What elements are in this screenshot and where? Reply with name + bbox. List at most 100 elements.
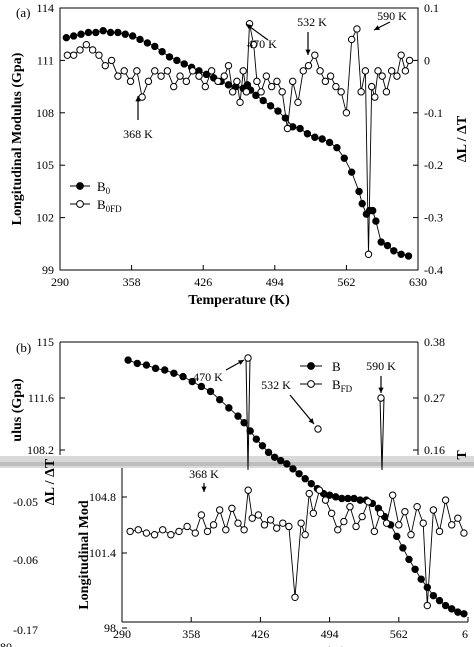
data-point-b0 bbox=[318, 135, 326, 143]
data-point-b0 bbox=[202, 70, 211, 79]
legend-label: B0FD bbox=[97, 197, 122, 214]
data-point-b0 bbox=[151, 42, 159, 51]
data-point-bfd bbox=[297, 519, 305, 527]
data-point-b0fd bbox=[120, 67, 128, 75]
y-tick-label: 99 bbox=[42, 263, 54, 277]
data-point-b0 bbox=[165, 53, 174, 61]
data-point-b0fd bbox=[144, 77, 153, 86]
data-point-b0fd bbox=[311, 51, 319, 59]
data-point-b0fd bbox=[401, 67, 410, 75]
data-point-b0fd bbox=[267, 82, 276, 91]
spike-590 bbox=[379, 397, 385, 471]
x-axis-label: Temperature (K) bbox=[244, 645, 346, 647]
annotation-label: 470 K bbox=[193, 370, 223, 384]
data-point-b0 bbox=[333, 144, 341, 152]
data-point-b bbox=[277, 456, 285, 465]
data-point-b0 bbox=[390, 247, 398, 255]
data-point-b0 bbox=[114, 28, 122, 37]
data-point-b0 bbox=[224, 81, 233, 89]
legend-marker bbox=[76, 182, 84, 190]
data-point-b bbox=[252, 435, 261, 443]
data-point-b0fd bbox=[347, 35, 356, 44]
data-point-b0fd bbox=[304, 61, 313, 70]
annotation-label: 590 K bbox=[366, 359, 396, 373]
data-point-b0fd bbox=[299, 67, 307, 75]
data-point-b0fd bbox=[387, 67, 396, 75]
data-point-b0fd bbox=[273, 77, 281, 86]
y2-tick-label: -0.1 bbox=[424, 106, 443, 120]
data-point-b0fd bbox=[253, 77, 261, 86]
y-tick-label: 108.2 bbox=[27, 443, 54, 457]
data-point-b0 bbox=[404, 252, 413, 260]
data-point-b0fd bbox=[224, 61, 233, 70]
data-point-bfd bbox=[228, 504, 236, 513]
data-point-bfd bbox=[215, 506, 224, 514]
data-point-bfd bbox=[305, 489, 313, 498]
x-tick-label: 358 bbox=[123, 275, 141, 289]
data-point-b0 bbox=[347, 168, 356, 176]
data-point-b0fd bbox=[151, 67, 159, 75]
annotation-label: 470 K bbox=[247, 37, 277, 51]
data-point-bfd bbox=[248, 514, 256, 522]
data-point-b0 bbox=[274, 107, 282, 115]
data-point-b0fd bbox=[242, 88, 251, 96]
y-tick-label: 98 bbox=[104, 621, 116, 635]
y-axis-label: Longitudinal Modulus (Gpa) bbox=[10, 52, 25, 225]
y2-tick-label: 0.1 bbox=[424, 1, 439, 15]
data-point-b0fd bbox=[357, 88, 365, 96]
data-point-bfd bbox=[150, 531, 159, 539]
data-point-b0 bbox=[325, 138, 334, 147]
data-point-b0fd bbox=[95, 51, 103, 59]
data-point-b bbox=[441, 601, 450, 610]
data-point-bfd bbox=[407, 531, 415, 539]
data-point-b0fd bbox=[207, 67, 216, 75]
x-tick-label: 290 bbox=[113, 627, 131, 641]
data-point-b0 bbox=[383, 241, 392, 250]
data-point-bfd bbox=[321, 496, 330, 504]
data-point-bfd bbox=[203, 527, 212, 536]
y-tick-label: 101.4 bbox=[89, 546, 116, 560]
data-point-bfd bbox=[222, 526, 230, 534]
data-point-b0 bbox=[136, 35, 144, 44]
data-point-b0fd bbox=[294, 98, 302, 107]
data-point-b0fd bbox=[170, 82, 178, 91]
data-point-b0fd bbox=[188, 67, 197, 75]
data-point-b bbox=[393, 532, 401, 541]
data-point-b bbox=[399, 544, 407, 552]
data-point-b0 bbox=[84, 28, 93, 37]
y-tick-label: 115 bbox=[36, 335, 54, 349]
x-tick-label: 6 bbox=[462, 627, 468, 641]
data-point-bfd bbox=[126, 527, 134, 536]
data-point-bfd bbox=[382, 519, 391, 527]
data-point-b bbox=[206, 387, 215, 396]
annotation-label: 368 K bbox=[123, 127, 153, 141]
data-point-b bbox=[161, 366, 169, 374]
data-point-bfd bbox=[376, 509, 385, 517]
data-point-b0fd bbox=[289, 77, 297, 86]
data-point-b0fd bbox=[257, 88, 265, 96]
data-point-b0fd bbox=[353, 25, 361, 33]
data-point-b0fd bbox=[107, 56, 116, 65]
legend-label: B0 bbox=[97, 179, 111, 196]
data-point-bfd bbox=[429, 506, 438, 514]
data-point-b0fd bbox=[337, 88, 345, 96]
data-point-bfd bbox=[370, 527, 379, 536]
y2-tick-label: 0.27 bbox=[424, 391, 445, 405]
data-point-bfd bbox=[388, 491, 397, 499]
spike-470 bbox=[245, 357, 251, 471]
data-point-b0fd bbox=[361, 67, 370, 75]
x-tick-label: 290 bbox=[51, 275, 69, 289]
y2-tick-label: 0 bbox=[424, 53, 430, 67]
annotation-arrow bbox=[289, 394, 315, 425]
data-point-bfd bbox=[254, 511, 263, 519]
data-point-b bbox=[151, 364, 160, 373]
annotation-label: 368 K bbox=[189, 467, 219, 481]
data-point-b0fd bbox=[220, 72, 228, 80]
data-point-bfd bbox=[272, 524, 281, 532]
data-point-bfd bbox=[435, 527, 444, 536]
arrowhead bbox=[308, 418, 314, 424]
data-point-bfd bbox=[334, 526, 342, 534]
data-point-b0fd bbox=[182, 77, 191, 86]
arrowhead bbox=[378, 387, 384, 393]
data-point-bfd bbox=[358, 512, 366, 521]
